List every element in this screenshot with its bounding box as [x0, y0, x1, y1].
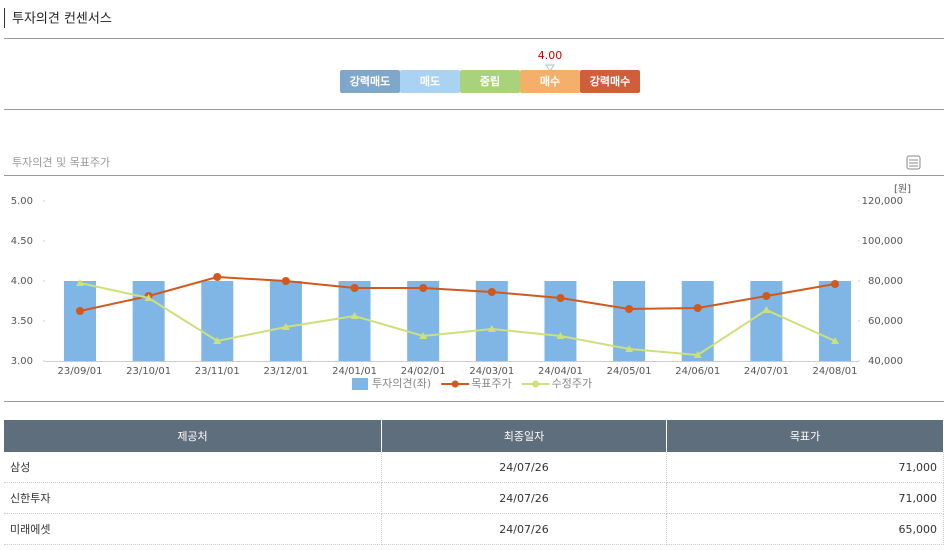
x-tick-label: 24/03/01 — [469, 366, 514, 377]
menu-icon[interactable] — [906, 155, 921, 170]
x-tick-label: 23/10/01 — [126, 366, 171, 377]
legend-marker — [451, 380, 459, 388]
table-cell: 24/07/26 — [381, 482, 667, 514]
table-cell: 신한투자 — [4, 482, 382, 514]
point — [693, 304, 702, 312]
consensus-value: 4.00 — [538, 49, 563, 62]
table-cell: 미래에셋 — [4, 513, 382, 545]
series-line — [79, 275, 836, 312]
consensus-label: 강력매도 — [350, 74, 390, 88]
point — [693, 351, 702, 358]
point — [213, 337, 222, 344]
x-tick-label: 24/07/01 — [744, 366, 789, 377]
consensus: 강력매도 매도 중립 매수 강력매수 4.00 — [340, 49, 640, 93]
y-tick-label: 4.00 — [11, 276, 33, 287]
series-line — [79, 282, 836, 357]
point — [487, 288, 496, 296]
y2-tick-label: 80,000 — [868, 276, 903, 287]
bar — [269, 281, 302, 361]
x-tick-label: 24/02/01 — [401, 366, 446, 377]
point — [213, 273, 222, 281]
consensus-segment — [460, 70, 520, 93]
y2-tick-label: 100,000 — [862, 236, 903, 247]
point — [762, 306, 771, 313]
header-row: 제공처 최종일자 목표가 — [4, 420, 944, 452]
consensus-label: 매도 — [420, 74, 440, 88]
legend-swatch — [352, 378, 368, 390]
legend-marker — [532, 380, 540, 388]
y2-tick-label: 40,000 — [868, 356, 903, 367]
point — [281, 277, 290, 285]
point — [419, 332, 428, 339]
y2-tick-label: 120,000 — [862, 196, 903, 207]
y2-unit: [원] — [894, 183, 911, 195]
table-cell: 65,000 — [666, 513, 944, 545]
consensus-segment — [340, 70, 400, 93]
point — [419, 284, 428, 292]
plot: 3.00 3.50 4.00 4.50 5.00 40,000 60,000 80,000 10… — [11, 196, 903, 390]
consensus-label: 중립 — [480, 75, 500, 88]
legend-label: 투자의견(좌) — [372, 377, 431, 390]
point — [76, 307, 84, 315]
x-tick-label: 23/11/01 — [195, 366, 240, 377]
point — [762, 292, 771, 300]
point — [625, 305, 634, 313]
x-tick-label: 23/09/01 — [58, 366, 103, 377]
screen: 투자의견 컨센서스 강력매도 매도 중립 매수 강력매수 4.00 투자의견 및 목표주가… — [4, 8, 944, 402]
consensus-marker — [545, 64, 555, 72]
y-tick-label: 4.50 — [11, 236, 33, 247]
bar — [338, 281, 371, 361]
header-cell: 목표가 — [666, 420, 944, 452]
consensus-segment — [580, 70, 640, 93]
table-row: 신한투자 24/07/26 71,000 — [4, 482, 944, 514]
consensus-label: 매수 — [540, 74, 560, 88]
bar — [819, 281, 851, 361]
point — [487, 325, 496, 332]
bar — [407, 281, 440, 361]
consensus-label: 강력매수 — [590, 74, 630, 88]
bar — [544, 281, 577, 361]
consensus-segment — [400, 70, 460, 93]
point — [831, 337, 839, 344]
table-cell: 71,000 — [666, 482, 944, 514]
table-cell: 71,000 — [666, 452, 944, 483]
page-title: 투자의견 컨센서스 — [12, 12, 112, 27]
table-row: 삼성 24/07/26 71,000 — [4, 452, 944, 483]
point — [350, 312, 359, 319]
x-tick-label: 24/06/01 — [675, 366, 720, 377]
x-tick-label: 24/04/01 — [538, 366, 583, 377]
table-cell: 24/07/26 — [381, 513, 667, 545]
point — [556, 332, 565, 339]
y-tick-label: 5.00 — [11, 196, 33, 207]
x-tick-label: 24/08/01 — [813, 366, 858, 377]
bar — [201, 281, 234, 361]
chart-title: 투자의견 및 목표주가 — [12, 156, 110, 169]
table-cell: 24/07/26 — [381, 452, 667, 483]
provider-table: 제공처 최종일자 목표가 삼성 24/07/26 71,000 신한투자 24/07/2… — [4, 420, 944, 545]
point — [144, 294, 153, 301]
x-tick-label: 23/12/01 — [263, 366, 308, 377]
point — [281, 323, 290, 330]
point — [556, 294, 565, 302]
point — [625, 345, 634, 352]
y2-tick-label: 60,000 — [868, 316, 903, 327]
header-cell: 최종일자 — [381, 420, 667, 452]
point — [350, 284, 359, 292]
table-row: 미래에셋 24/07/26 65,000 — [4, 513, 944, 545]
bar — [681, 281, 714, 361]
y-tick-label: 3.50 — [11, 316, 33, 327]
x-tick-label: 24/05/01 — [607, 366, 652, 377]
table-body: 삼성 24/07/26 71,000 신한투자 24/07/26 71,000 미래에셋 24… — [4, 452, 944, 545]
legend-label: 목표주가 — [471, 377, 511, 390]
header-cell: 제공처 — [4, 420, 382, 452]
legend-label: 수정주가 — [552, 377, 592, 390]
point — [831, 280, 839, 288]
x-tick-label: 24/01/01 — [332, 366, 377, 377]
table-cell: 삼성 — [4, 452, 382, 483]
bar — [64, 281, 96, 361]
y-tick-label: 3.00 — [11, 356, 33, 367]
consensus-segment — [520, 70, 580, 93]
point — [76, 279, 84, 286]
